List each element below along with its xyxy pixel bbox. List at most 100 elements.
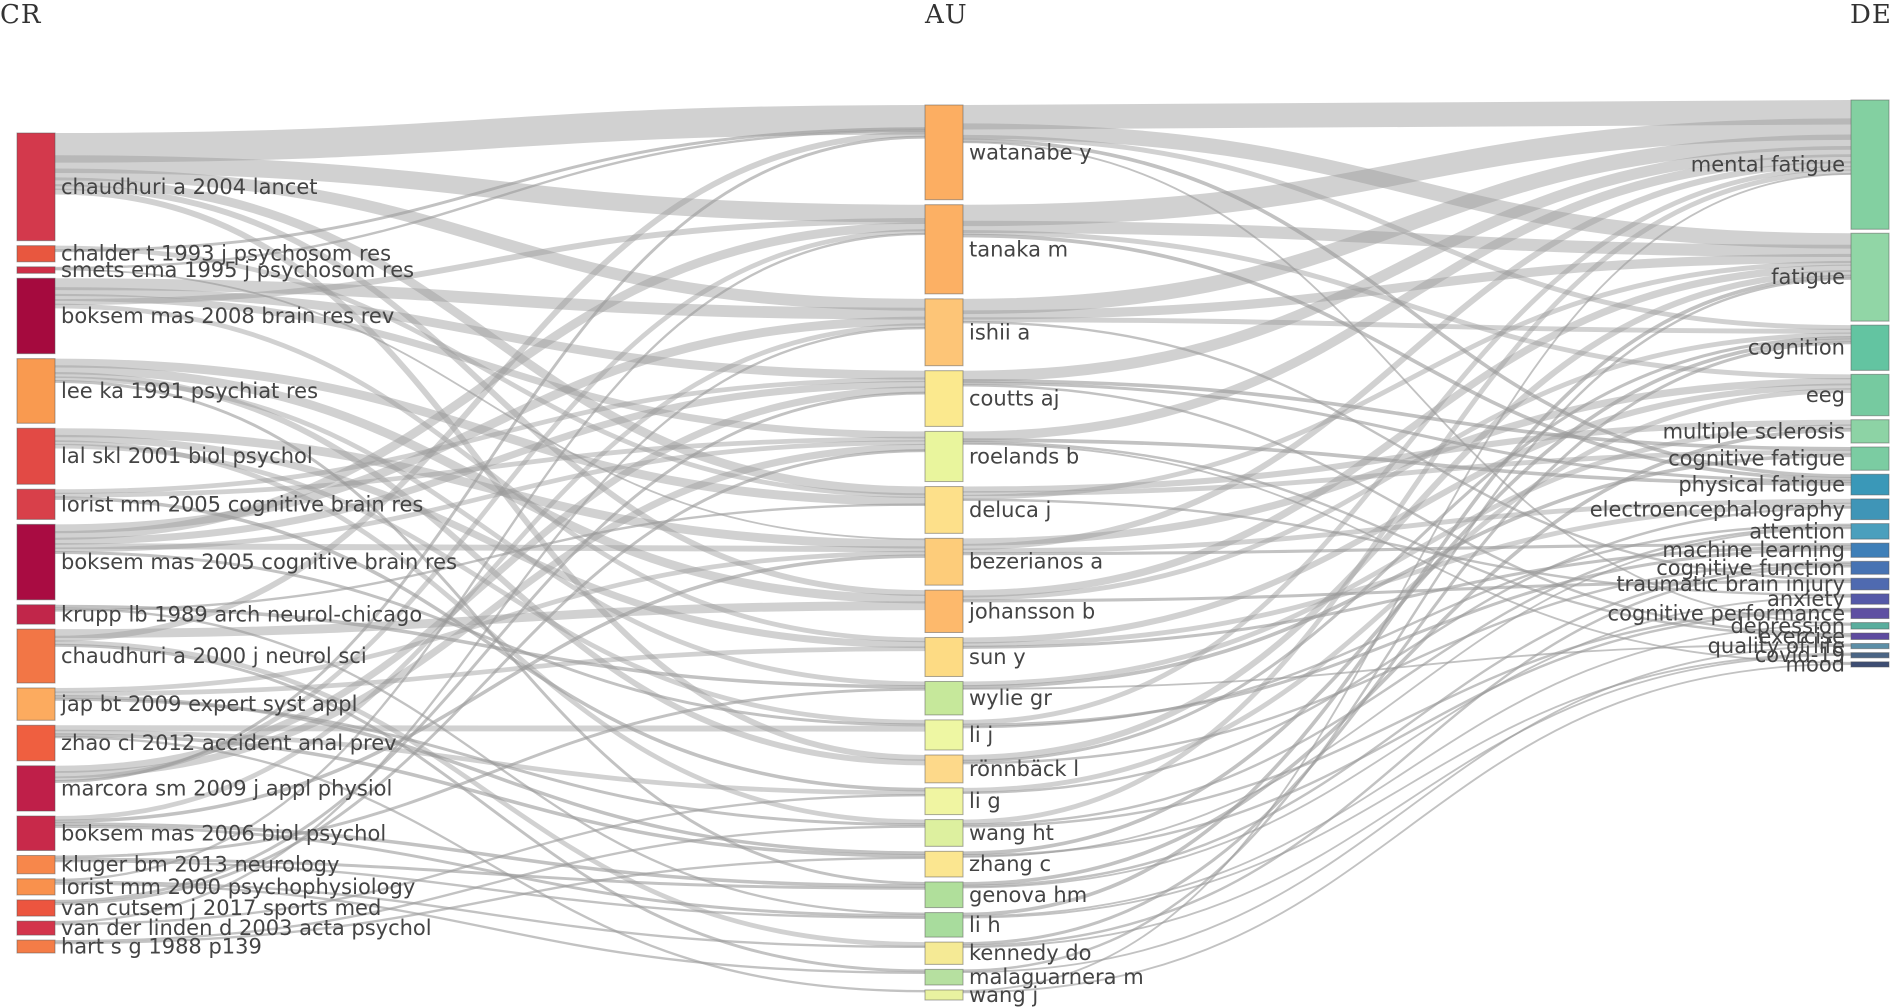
cr-node[interactable] bbox=[16, 899, 56, 917]
de-node[interactable] bbox=[1850, 373, 1890, 417]
au-node[interactable] bbox=[924, 968, 964, 986]
au-node[interactable] bbox=[924, 680, 964, 716]
cr-node[interactable] bbox=[16, 939, 56, 954]
de-node[interactable] bbox=[1850, 607, 1890, 620]
cr-node[interactable] bbox=[16, 920, 56, 936]
cr-au-link bbox=[54, 643, 926, 973]
au-de-link bbox=[962, 378, 1852, 451]
de-node[interactable] bbox=[1850, 324, 1890, 371]
au-node[interactable] bbox=[924, 787, 964, 816]
au-node-label: zhang c bbox=[969, 852, 1051, 876]
au-de-link bbox=[962, 134, 1852, 331]
au-node-label: malaguarnera m bbox=[969, 965, 1144, 989]
au-node[interactable] bbox=[924, 881, 964, 909]
de-node-label: traumatic brain injury bbox=[1616, 572, 1845, 596]
de-node[interactable] bbox=[1850, 632, 1890, 640]
au-node[interactable] bbox=[924, 370, 964, 427]
au-node-label: coutts aj bbox=[969, 387, 1060, 411]
de-node[interactable] bbox=[1850, 652, 1890, 659]
cr-node[interactable] bbox=[16, 277, 56, 355]
au-node[interactable] bbox=[924, 989, 964, 1001]
cr-au-link bbox=[54, 428, 926, 549]
de-node-label: fatigue bbox=[1771, 265, 1845, 289]
cr-node-label: jap bt 2009 expert syst appl bbox=[60, 692, 357, 716]
column-title-de: DE bbox=[1850, 0, 1890, 30]
de-node-label: attention bbox=[1749, 519, 1845, 543]
de-node[interactable] bbox=[1850, 419, 1890, 444]
de-node-label: cognitive fatigue bbox=[1668, 447, 1845, 471]
de-node-label: cognitive function bbox=[1656, 556, 1845, 580]
cr-au-link bbox=[54, 188, 926, 761]
au-de-link bbox=[962, 424, 1852, 687]
de-node[interactable] bbox=[1850, 473, 1890, 496]
cr-node[interactable] bbox=[16, 765, 56, 812]
au-node[interactable] bbox=[924, 589, 964, 633]
au-node[interactable] bbox=[924, 486, 964, 534]
au-de-link bbox=[962, 220, 1852, 257]
au-node[interactable] bbox=[924, 537, 964, 586]
de-node-label: exercise bbox=[1758, 624, 1845, 648]
de-node[interactable] bbox=[1850, 661, 1890, 668]
de-node[interactable] bbox=[1850, 577, 1890, 591]
cr-au-link bbox=[54, 735, 926, 993]
au-de-link bbox=[962, 317, 1852, 334]
cr-au-link bbox=[54, 105, 926, 163]
de-node[interactable] bbox=[1850, 446, 1890, 471]
cr-node[interactable] bbox=[16, 132, 56, 242]
au-node[interactable] bbox=[924, 430, 964, 483]
cr-node[interactable] bbox=[16, 604, 56, 625]
au-node[interactable] bbox=[924, 941, 964, 965]
au-de-link bbox=[962, 264, 1852, 598]
de-node[interactable] bbox=[1850, 622, 1890, 630]
cr-au-link bbox=[54, 436, 926, 498]
cr-node[interactable] bbox=[16, 815, 56, 851]
cr-au-link bbox=[54, 222, 926, 540]
au-node[interactable] bbox=[924, 636, 964, 677]
de-node-label: quality of life bbox=[1708, 634, 1845, 658]
au-node[interactable] bbox=[924, 719, 964, 751]
au-node[interactable] bbox=[924, 850, 964, 878]
cr-au-link bbox=[54, 443, 926, 779]
cr-node[interactable] bbox=[16, 724, 56, 762]
cr-node-label: lal skl 2001 biol psychol bbox=[61, 444, 313, 468]
de-node[interactable] bbox=[1850, 593, 1890, 605]
cr-au-link bbox=[54, 856, 926, 945]
au-de-link bbox=[962, 438, 1852, 486]
cr-node[interactable] bbox=[16, 854, 56, 875]
au-de-link bbox=[962, 608, 1852, 828]
au-node[interactable] bbox=[924, 754, 964, 784]
cr-node[interactable] bbox=[16, 878, 56, 896]
au-de-link bbox=[962, 145, 1852, 382]
cr-node[interactable] bbox=[16, 427, 56, 485]
au-de-link bbox=[962, 123, 1852, 249]
cr-node[interactable] bbox=[16, 245, 56, 263]
cr-au-link bbox=[54, 229, 926, 782]
cr-au-link bbox=[54, 729, 926, 796]
de-node[interactable] bbox=[1850, 560, 1890, 575]
de-node[interactable] bbox=[1850, 99, 1890, 230]
au-node[interactable] bbox=[924, 204, 964, 295]
cr-node[interactable] bbox=[16, 687, 56, 721]
de-node[interactable] bbox=[1850, 523, 1890, 540]
au-de-link bbox=[962, 623, 1852, 918]
au-node[interactable] bbox=[924, 104, 964, 201]
au-node[interactable] bbox=[924, 819, 964, 847]
au-node[interactable] bbox=[924, 298, 964, 367]
cr-au-link bbox=[54, 859, 926, 919]
cr-node[interactable] bbox=[16, 266, 56, 274]
de-node[interactable] bbox=[1850, 498, 1890, 521]
au-node[interactable] bbox=[924, 912, 964, 938]
cr-node-label: krupp lb 1989 arch neurol-chicago bbox=[61, 602, 422, 626]
au-de-link bbox=[962, 652, 1852, 919]
de-node[interactable] bbox=[1850, 232, 1890, 322]
cr-au-link bbox=[54, 371, 926, 766]
cr-node[interactable] bbox=[16, 488, 56, 520]
de-node[interactable] bbox=[1850, 642, 1890, 650]
au-node-label: ishii a bbox=[969, 320, 1030, 344]
de-node[interactable] bbox=[1850, 542, 1890, 558]
de-node-label: cognition bbox=[1748, 336, 1845, 360]
cr-node[interactable] bbox=[16, 358, 56, 424]
cr-node[interactable] bbox=[16, 523, 56, 601]
cr-node[interactable] bbox=[16, 628, 56, 684]
cr-node-label: boksem mas 2006 biol psychol bbox=[61, 821, 386, 845]
